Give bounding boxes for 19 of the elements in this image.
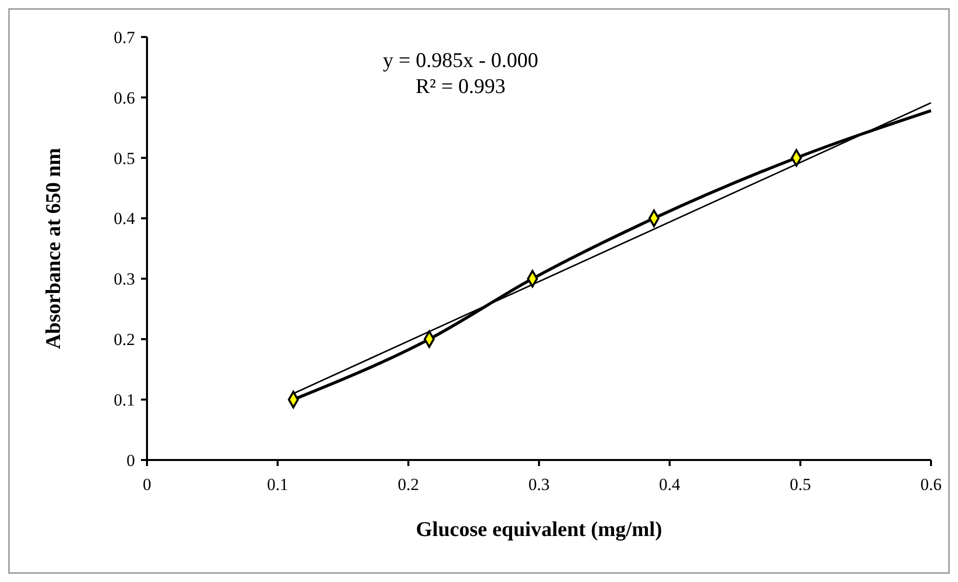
x-tick-label: 0.6	[920, 475, 942, 494]
y-tick-label: 0.2	[114, 330, 135, 350]
y-tick-label: 0.1	[114, 390, 135, 410]
annotation: R² = 0.993	[416, 74, 506, 98]
x-tick-label: 0.4	[659, 475, 681, 494]
x-tick-label: 0	[142, 475, 152, 494]
x-tick-label: 0.5	[790, 475, 811, 494]
x-tick-label: 0.2	[398, 475, 419, 494]
y-tick-label: 0.4	[114, 209, 136, 228]
x-axis-title: Glucose equivalent (mg/ml)	[416, 517, 662, 541]
y-tick-label: 0.7	[114, 28, 136, 47]
y-tick-label: 0.3	[114, 270, 135, 289]
x-tick-label: 0.1	[267, 475, 288, 494]
y-tick-label: 0	[126, 450, 135, 470]
y-tick-label: 0.5	[114, 148, 135, 168]
y-tick-label: 0.6	[114, 88, 135, 108]
y-axis-title: Absorbance at 650 nm	[41, 147, 65, 350]
annotation: y = 0.985x - 0.000	[382, 48, 538, 72]
x-tick-label: 0.3	[528, 475, 550, 494]
